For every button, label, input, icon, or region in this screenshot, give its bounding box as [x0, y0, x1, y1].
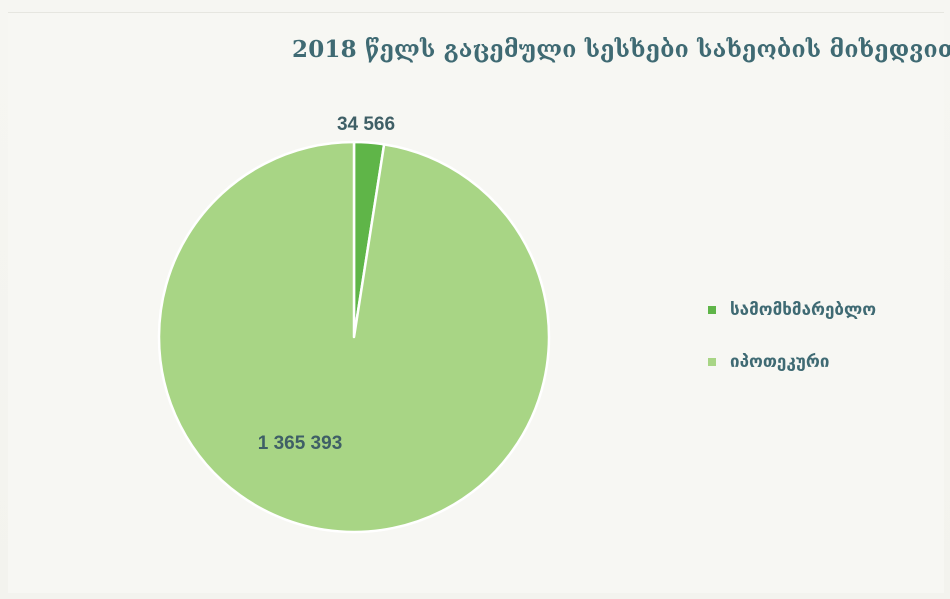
- legend-item-mortgage: იპოთეკური: [708, 348, 876, 376]
- legend-item-consumer: სამომხმარებლო: [708, 296, 876, 324]
- data-label-mortgage: 1 365 393: [258, 433, 343, 454]
- pie-slices: [157, 140, 551, 534]
- legend-label-consumer: სამომხმარებლო: [730, 300, 877, 320]
- legend-swatch-mortgage: [708, 358, 716, 366]
- pie-slice-mortgage: [157, 140, 551, 534]
- chart-title: 2018 წელს გაცემული სესხები სახეობის მიხე…: [292, 36, 950, 63]
- data-label-consumer: 34 566: [337, 114, 395, 135]
- legend-swatch-consumer: [708, 306, 716, 314]
- legend-label-mortgage: იპოთეკური: [730, 352, 830, 372]
- legend: სამომხმარებლო იპოთეკური: [708, 296, 876, 400]
